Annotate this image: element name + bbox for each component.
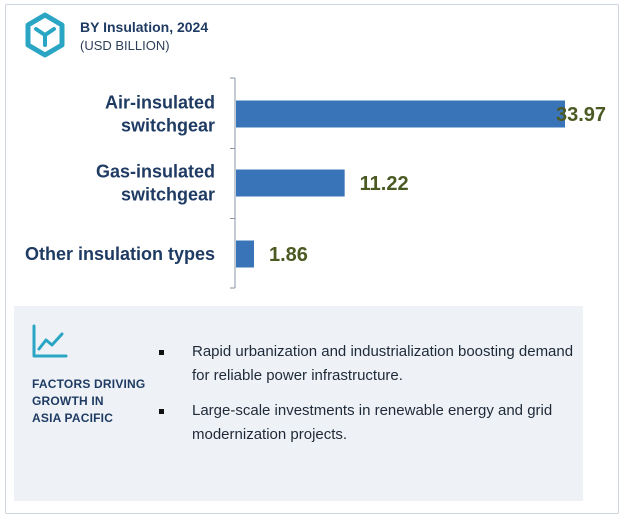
category-label-line: Air-insulated: [105, 93, 215, 113]
chart-subtitle: (USD BILLION): [80, 38, 170, 53]
value-label: 1.86: [269, 244, 308, 266]
factors-heading-line: GROWTH IN: [32, 394, 104, 408]
factor-item: Large-scale investments in renewable ene…: [159, 399, 579, 447]
bar: [236, 169, 345, 197]
chart-title: BY Insulation, 2024: [80, 19, 209, 35]
value-label: 33.97: [556, 104, 606, 126]
category-label-line: switchgear: [121, 185, 215, 205]
factors-heading-line: ASIA PACIFIC: [32, 411, 114, 425]
category-label-line: Gas-insulated: [96, 162, 215, 182]
category-label: Air-insulated switchgear: [105, 93, 215, 136]
factors-heading-line: FACTORS DRIVING: [32, 377, 146, 391]
category-label: Other insulation types: [25, 244, 215, 264]
bar-chart: Air-insulated switchgear 33.97 Gas-insulate…: [25, 77, 606, 289]
factor-item: Rapid urbanization and industrialization…: [159, 340, 579, 388]
trend-line-icon: [32, 324, 68, 358]
factors-heading: FACTORS DRIVING GROWTH IN ASIA PACIFIC: [32, 376, 167, 427]
bar: [236, 100, 565, 128]
hexagon-logo-icon: [25, 12, 65, 58]
category-label: Gas-insulated switchgear: [96, 162, 215, 205]
category-label-line: Other insulation types: [25, 244, 215, 264]
factors-panel: FACTORS DRIVING GROWTH IN ASIA PACIFIC R…: [14, 306, 583, 501]
value-label: 11.22: [360, 173, 409, 195]
bar: [236, 240, 255, 268]
factors-list: Rapid urbanization and industrialization…: [159, 340, 579, 458]
category-label-line: switchgear: [121, 116, 215, 136]
